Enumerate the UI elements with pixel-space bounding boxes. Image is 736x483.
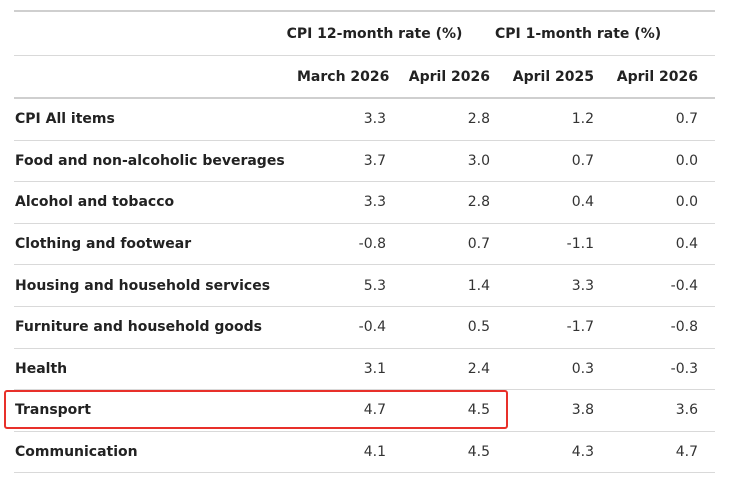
cell-value: -0.8 xyxy=(358,236,386,253)
cell-value: 0.4 xyxy=(571,194,594,211)
cell-value: -0.8 xyxy=(670,319,698,336)
row-label: Communication xyxy=(15,444,138,461)
column-header-april-2025: April 2025 xyxy=(512,68,594,85)
cell-value: 3.8 xyxy=(571,402,594,419)
cell-value: 3.1 xyxy=(363,360,386,377)
column-header-march-2026: March 2026 xyxy=(297,68,390,85)
row-label: Furniture and household goods xyxy=(15,319,263,336)
table-row: Alcohol and tobacco 3.3 2.8 0.4 0.0 xyxy=(14,182,715,224)
table-row: Food and non-alcoholic beverages 3.7 3.0… xyxy=(14,141,715,183)
cell-value: 0.0 xyxy=(675,194,698,211)
cell-value: 3.3 xyxy=(363,111,386,128)
cell-value: 5.3 xyxy=(363,277,386,294)
cpi-table: CPI 12-month rate (%) CPI 1-month rate (… xyxy=(14,10,715,474)
cell-value: 0.7 xyxy=(675,111,698,128)
row-label: CPI All items xyxy=(15,111,115,128)
row-label: Food and non-alcoholic beverages xyxy=(15,152,285,169)
cell-value: 0.4 xyxy=(675,236,698,253)
table-row-transport: Transport 4.7 4.5 3.8 3.6 xyxy=(14,390,715,432)
table-row: CPI All items 3.3 2.8 1.2 0.7 xyxy=(14,99,715,141)
cell-value: 0.7 xyxy=(571,152,594,169)
cell-value: 4.1 xyxy=(363,444,386,461)
group-header-row: CPI 12-month rate (%) CPI 1-month rate (… xyxy=(14,10,715,56)
cell-value: 2.8 xyxy=(467,111,490,128)
row-label: Clothing and footwear xyxy=(15,236,192,253)
cell-value: 4.7 xyxy=(675,444,698,461)
cell-value: -0.3 xyxy=(670,360,698,377)
table-row: Furniture and household goods -0.4 0.5 -… xyxy=(14,307,715,349)
cell-value: 2.4 xyxy=(467,360,490,377)
cell-value: -0.4 xyxy=(670,277,698,294)
table-row: Health 3.1 2.4 0.3 -0.3 xyxy=(14,349,715,391)
cell-value: 0.7 xyxy=(467,236,490,253)
group-header-12-month: CPI 12-month rate (%) xyxy=(286,25,463,42)
cell-value: -1.7 xyxy=(566,319,594,336)
cell-value: 3.0 xyxy=(467,152,490,169)
cell-value: 0.0 xyxy=(675,152,698,169)
cell-value: 3.3 xyxy=(363,194,386,211)
column-header-april-2026-12m: April 2026 xyxy=(408,68,490,85)
cell-value: 3.3 xyxy=(571,277,594,294)
column-header-april-2026-1m: April 2026 xyxy=(616,68,698,85)
row-label: Health xyxy=(15,360,68,377)
cell-value: 1.4 xyxy=(467,277,490,294)
group-header-1-month: CPI 1-month rate (%) xyxy=(495,25,662,42)
cell-value: 3.6 xyxy=(675,402,698,419)
cell-value: 4.7 xyxy=(363,402,386,419)
cell-value: 2.8 xyxy=(467,194,490,211)
cell-value: 3.7 xyxy=(363,152,386,169)
cell-value: 0.3 xyxy=(571,360,594,377)
column-header-row: March 2026 April 2026 April 2025 April 2… xyxy=(14,56,715,99)
cell-value: 4.5 xyxy=(467,444,490,461)
cell-value: -1.1 xyxy=(566,236,594,253)
cell-value: -0.4 xyxy=(358,319,386,336)
table-row: Clothing and footwear -0.8 0.7 -1.1 0.4 xyxy=(14,224,715,266)
cell-value: 4.5 xyxy=(467,402,490,419)
row-label: Housing and household services xyxy=(15,277,271,294)
table-row: Communication 4.1 4.5 4.3 4.7 xyxy=(14,432,715,474)
cell-value: 4.3 xyxy=(571,444,594,461)
row-label: Transport xyxy=(15,402,91,419)
row-label: Alcohol and tobacco xyxy=(15,194,175,211)
cell-value: 1.2 xyxy=(571,111,594,128)
table-row: Housing and household services 5.3 1.4 3… xyxy=(14,265,715,307)
cell-value: 0.5 xyxy=(467,319,490,336)
